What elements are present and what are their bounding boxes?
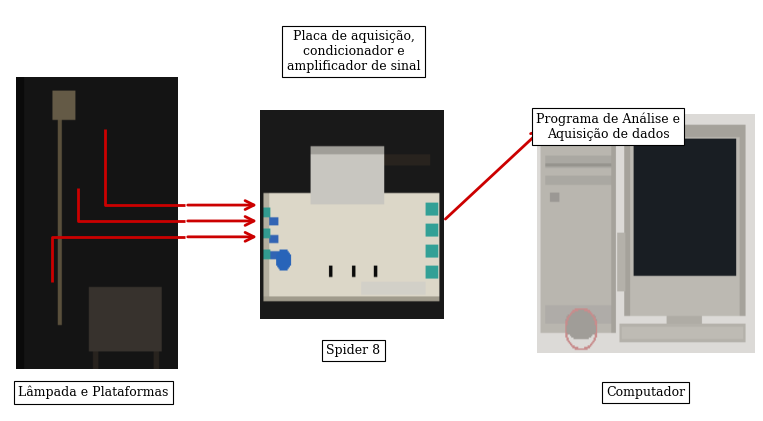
Text: Programa de Análise e
Aquisição de dados: Programa de Análise e Aquisição de dados (536, 112, 680, 141)
Text: Placa de aquisição,
condicionador e
amplificador de sinal: Placa de aquisição, condicionador e ampl… (287, 30, 420, 73)
Text: Lâmpada e Plataformas: Lâmpada e Plataformas (18, 386, 169, 399)
Text: Spider 8: Spider 8 (327, 344, 381, 357)
Text: Computador: Computador (606, 386, 685, 399)
